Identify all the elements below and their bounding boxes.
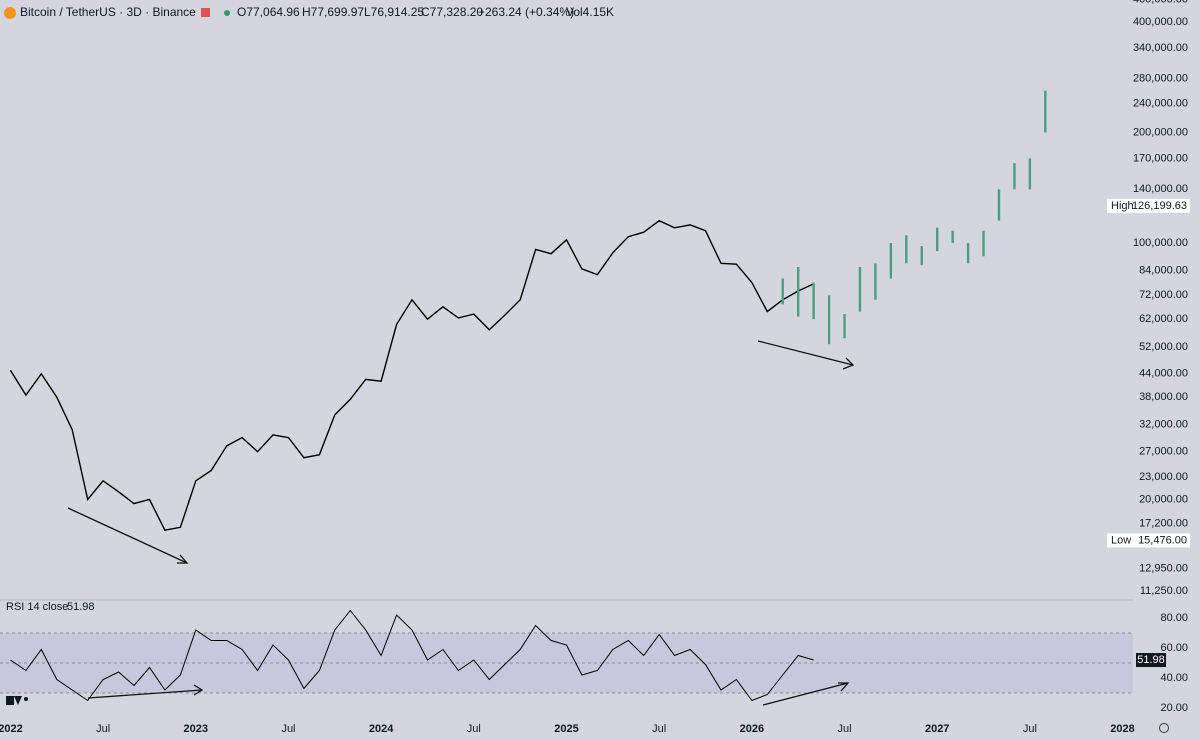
y-tick-label: 20,000.00 xyxy=(1139,493,1188,505)
logo-part xyxy=(6,696,14,705)
projection-bar xyxy=(889,242,893,279)
x-tick-label: 2028 xyxy=(1110,723,1134,735)
arrow xyxy=(757,340,855,370)
y-tick-label: 12,950.00 xyxy=(1139,563,1188,575)
symbol: Bitcoin / TetherUS · 3D · Binance xyxy=(20,5,196,19)
projection-bar xyxy=(905,235,908,264)
y-tick-label: 340,000.00 xyxy=(1133,42,1188,54)
projection-bar xyxy=(796,266,800,317)
marker-box xyxy=(1107,533,1190,548)
ohlc-close: C77,328.20 xyxy=(421,5,483,19)
projection-bar xyxy=(812,282,815,320)
projection-bar xyxy=(827,295,831,345)
x-tick-label: 2023 xyxy=(184,723,208,735)
projection-bar xyxy=(920,246,923,266)
projection-bar xyxy=(874,263,877,300)
marker-value: 15,476.00 xyxy=(1138,534,1187,546)
x-tick-label: Jul xyxy=(837,723,851,735)
rsi-line xyxy=(10,609,814,702)
y-tick-label: 72,000.00 xyxy=(1139,289,1188,301)
projection-bar xyxy=(936,227,939,252)
y-tick-label: 280,000.00 xyxy=(1133,73,1188,85)
price-line xyxy=(9,219,814,531)
y-tick-label: 80.00 xyxy=(1160,612,1188,624)
x-tick-label: 2027 xyxy=(925,723,949,735)
x-tick-label: 2022 xyxy=(0,723,23,735)
y-tick-label: 62,000.00 xyxy=(1139,313,1188,325)
rsi-title: RSI 14 close xyxy=(6,601,68,613)
projection-bar xyxy=(843,314,846,339)
projection-bar xyxy=(1028,158,1032,190)
y-tick-label: 38,000.00 xyxy=(1139,391,1188,403)
arrow xyxy=(762,682,850,706)
annotations xyxy=(67,340,855,706)
y-tick-label: 44,000.00 xyxy=(1139,368,1188,380)
flag-icon xyxy=(201,8,210,17)
settings-icon[interactable] xyxy=(1159,723,1169,733)
rsi-value-tag-label: 51.98 xyxy=(1137,654,1165,666)
ohlc-open: O77,064.96 xyxy=(237,5,300,19)
y-tick-label: 460,000.00 xyxy=(1133,0,1188,6)
y-tick-label: 20.00 xyxy=(1160,702,1188,714)
y-tick-label: 140,000.00 xyxy=(1133,183,1188,195)
ohlc-high: H77,699.97 xyxy=(302,5,364,19)
logo-part xyxy=(24,697,28,701)
projection-bar xyxy=(1013,163,1016,190)
marker-label: Low xyxy=(1111,534,1131,546)
rsi-value-tag xyxy=(1136,653,1166,668)
change: +263.24 (+0.34%) xyxy=(478,5,574,19)
coin-icon xyxy=(4,7,16,19)
rsi-value: 51.98 xyxy=(67,601,95,613)
x-tick-label: Jul xyxy=(281,723,295,735)
y-tick-label: 17,200.00 xyxy=(1139,517,1188,529)
x-tick-label: 2024 xyxy=(369,723,394,735)
x-tick-label: Jul xyxy=(467,723,481,735)
projection-bar xyxy=(966,242,970,264)
ohlc-low: L76,914.25 xyxy=(364,5,424,19)
y-tick-label: 84,000.00 xyxy=(1139,265,1188,277)
marker-label: High xyxy=(1111,200,1134,212)
volume: Vol4.15K xyxy=(566,5,614,19)
y-tick-label: 170,000.00 xyxy=(1133,152,1188,164)
marker-box xyxy=(1107,198,1190,213)
y-tick-label: 200,000.00 xyxy=(1133,126,1188,138)
marker-value: 126,199.63 xyxy=(1132,200,1187,212)
y-tick-label: 40.00 xyxy=(1160,672,1188,684)
y-tick-label: 400,000.00 xyxy=(1133,16,1188,28)
y-tick-label: 27,000.00 xyxy=(1139,446,1188,458)
y-tick-label: 11,250.00 xyxy=(1140,585,1188,597)
arrow xyxy=(67,507,189,564)
x-tick-label: Jul xyxy=(1023,723,1037,735)
projection-bar xyxy=(951,230,954,243)
projection-bar xyxy=(997,189,1001,221)
y-tick-label: 32,000.00 xyxy=(1139,419,1188,431)
projection-bar xyxy=(781,278,784,305)
logo-part xyxy=(14,696,22,705)
x-tick-label: Jul xyxy=(652,723,666,735)
y-tick-label: 23,000.00 xyxy=(1139,471,1188,483)
y-tick-label: 240,000.00 xyxy=(1133,97,1188,109)
status-dot xyxy=(224,10,230,16)
projection-bar xyxy=(1044,90,1047,133)
y-tick-label: 60.00 xyxy=(1160,642,1188,654)
y-tick-label: 100,000.00 xyxy=(1133,237,1188,249)
y-tick-label: 52,000.00 xyxy=(1139,341,1188,353)
x-tick-label: 2025 xyxy=(554,723,578,735)
projection-bar xyxy=(982,230,985,257)
projection-bar xyxy=(858,266,862,312)
x-tick-label: Jul xyxy=(96,723,110,735)
tv-logo xyxy=(6,696,28,705)
arrow xyxy=(87,684,204,699)
x-tick-label: 2026 xyxy=(740,723,764,735)
